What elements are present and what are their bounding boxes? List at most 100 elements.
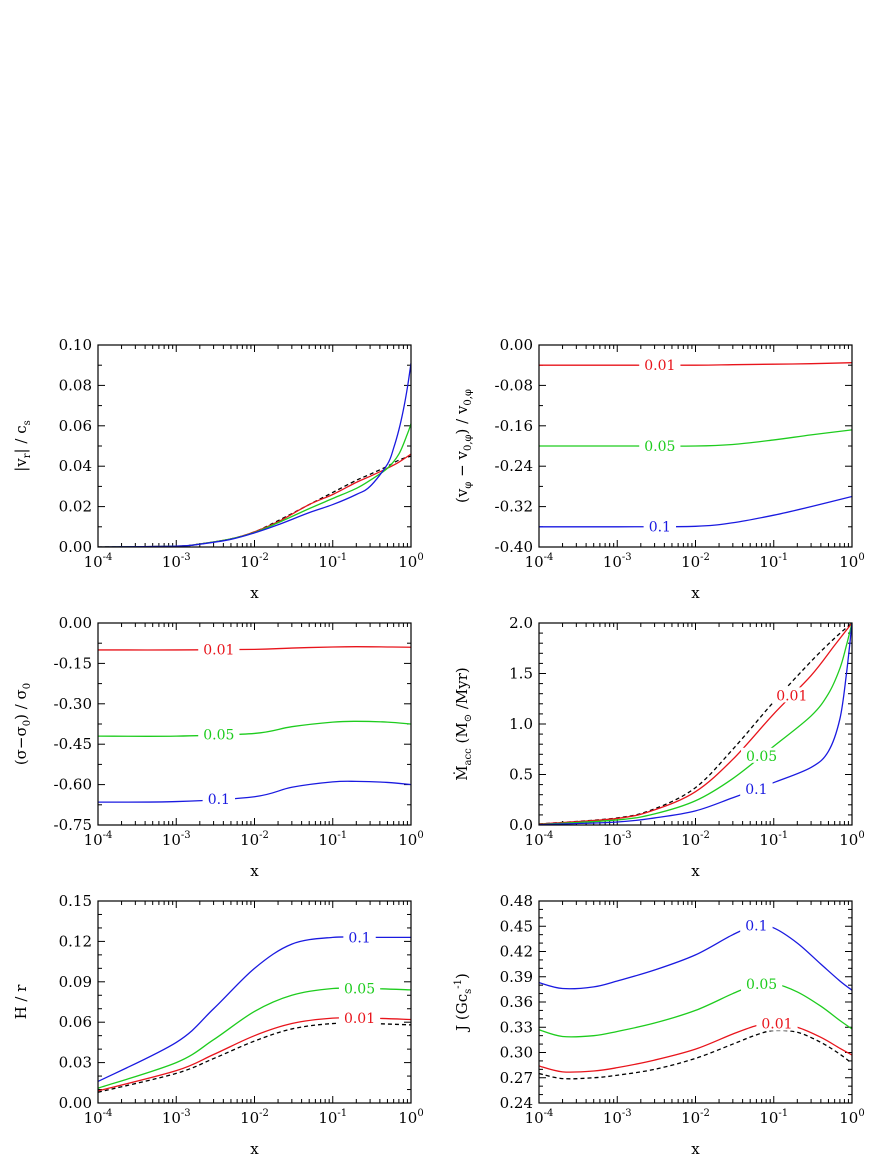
y-tick-label: 0.39 [500, 968, 533, 986]
y-axis-label: J (Gcs-1) [453, 973, 474, 1033]
y-tick-label: 0.08 [59, 376, 92, 394]
x-tick-label: 100 [398, 1108, 423, 1127]
y-tick-label: -0.60 [54, 776, 92, 794]
curve-label-bg [756, 1015, 798, 1031]
y-tick-label: 0.00 [59, 538, 92, 556]
curve-label-bg [741, 976, 783, 992]
curve-label-red: 0.01 [644, 358, 675, 374]
series-line-red [539, 623, 852, 825]
y-axis-label: Ṁacc (M⊙ /Myr) [453, 667, 474, 781]
y-tick-label: 0.48 [500, 892, 533, 910]
y-tick-label: 0.00 [59, 614, 92, 632]
curve-label-blue: 0.1 [208, 792, 230, 808]
y-tick-label: 2.0 [509, 614, 533, 632]
curve-label-bg [740, 917, 773, 933]
y-tick-label: -0.75 [54, 816, 92, 834]
plot-frame [97, 344, 412, 548]
y-tick-label: 0.24 [500, 1094, 533, 1112]
curve-label-bg [198, 726, 240, 742]
chart-panel-4: 10-4 10-3 10-2 10-1 1000.00.51.01.52.00.010.… [453, 614, 865, 880]
x-tick-label: 10-2 [681, 1108, 710, 1127]
y-tick-label: 0.42 [500, 943, 533, 961]
y-tick-label: 1.0 [509, 715, 533, 733]
curve-label-bg [202, 790, 236, 806]
curve-label-bg [338, 980, 381, 996]
series-line-green [539, 623, 852, 825]
series-line-green [98, 987, 411, 1089]
x-tick-label: 10-2 [240, 830, 269, 849]
y-axis-label: H / r [12, 984, 30, 1020]
curve-label-red: 0.01 [344, 1011, 375, 1027]
x-axis-label: x [691, 584, 700, 602]
y-tick-label: 0.00 [500, 336, 533, 354]
series-line-red [539, 1022, 852, 1073]
curve-label-green: 0.05 [203, 728, 234, 744]
plot-frame [538, 344, 853, 548]
x-tick-label: 10-1 [759, 552, 788, 571]
curve-label-green: 0.05 [644, 439, 675, 455]
curve-label-green: 0.05 [746, 749, 777, 765]
series-line-green [539, 429, 852, 447]
x-tick-label: 100 [398, 830, 423, 849]
curve-label-bg [343, 929, 376, 945]
chart-panel-3: 10-4 10-3 10-2 10-1 100-0.75-0.60-0.45-0.30-… [12, 614, 424, 880]
y-tick-label: 0.02 [59, 498, 92, 516]
curve-label-bg [741, 747, 783, 763]
y-tick-label: 0.06 [59, 417, 92, 435]
curve-label-red: 0.01 [203, 643, 234, 659]
y-tick-label: 0.00 [59, 1094, 92, 1112]
y-axis-label: |vr| / cs [12, 420, 33, 472]
curve-label-red: 0.01 [776, 688, 807, 704]
x-tick-label: 10-1 [318, 552, 347, 571]
plot-frame [97, 622, 412, 826]
y-tick-label: -0.45 [54, 735, 92, 753]
curve-label-bg [639, 438, 681, 453]
x-tick-label: 100 [839, 830, 864, 849]
curve-label-bg [198, 641, 240, 657]
y-tick-label: 0.06 [59, 1013, 92, 1031]
curve-label-red: 0.01 [761, 1017, 792, 1033]
x-tick-label: 10-2 [240, 1108, 269, 1127]
y-tick-label: 0.03 [59, 1054, 92, 1072]
y-tick-label: 0.36 [500, 993, 533, 1011]
y-tick-label: 0.10 [59, 336, 92, 354]
x-axis-label: x [250, 1140, 259, 1158]
curve-label-green: 0.05 [344, 982, 375, 998]
y-tick-label: 0.30 [500, 1044, 533, 1062]
y-tick-label: -0.40 [495, 538, 533, 556]
curve-label-blue: 0.1 [745, 918, 767, 934]
x-tick-label: 10-1 [759, 830, 788, 849]
dashed-reference-line [539, 623, 852, 825]
x-tick-label: 10-3 [162, 1108, 191, 1127]
curve-label-bg [771, 687, 813, 703]
series-line-red [539, 362, 852, 366]
x-axis-label: x [691, 1140, 700, 1158]
series-line-blue [539, 623, 852, 825]
chart-panel-6: 10-4 10-3 10-2 10-1 1000.240.270.300.330.360… [453, 892, 865, 1158]
x-tick-label: 100 [839, 1108, 864, 1127]
y-tick-label: 0.45 [500, 917, 533, 935]
x-tick-label: 10-3 [603, 830, 632, 849]
y-tick-label: -0.08 [495, 376, 533, 394]
series-line-blue [98, 780, 411, 803]
dashed-reference-line [539, 1029, 852, 1080]
x-tick-label: 10-2 [240, 552, 269, 571]
chart-panel-5: 10-4 10-3 10-2 10-1 1000.000.030.060.090.120… [12, 892, 424, 1158]
series-line-red [98, 646, 411, 651]
series-line-green [98, 423, 411, 547]
chart-panel-1: 10-4 10-3 10-2 10-1 1000.000.020.040.060.080… [12, 336, 424, 602]
series-line-blue [98, 936, 411, 1083]
x-tick-label: 10-2 [681, 552, 710, 571]
x-tick-label: 10-3 [603, 552, 632, 571]
x-axis-label: x [250, 862, 259, 880]
x-axis-label: x [691, 862, 700, 880]
x-tick-label: 10-3 [162, 830, 191, 849]
x-tick-label: 10-3 [603, 1108, 632, 1127]
x-tick-label: 100 [839, 552, 864, 571]
y-axis-label: (σ−σ0) / σ0 [12, 683, 33, 765]
y-tick-label: 0.5 [509, 766, 533, 784]
y-tick-label: 0.15 [59, 892, 92, 910]
x-tick-label: 10-2 [681, 830, 710, 849]
curve-label-blue: 0.1 [348, 930, 370, 946]
